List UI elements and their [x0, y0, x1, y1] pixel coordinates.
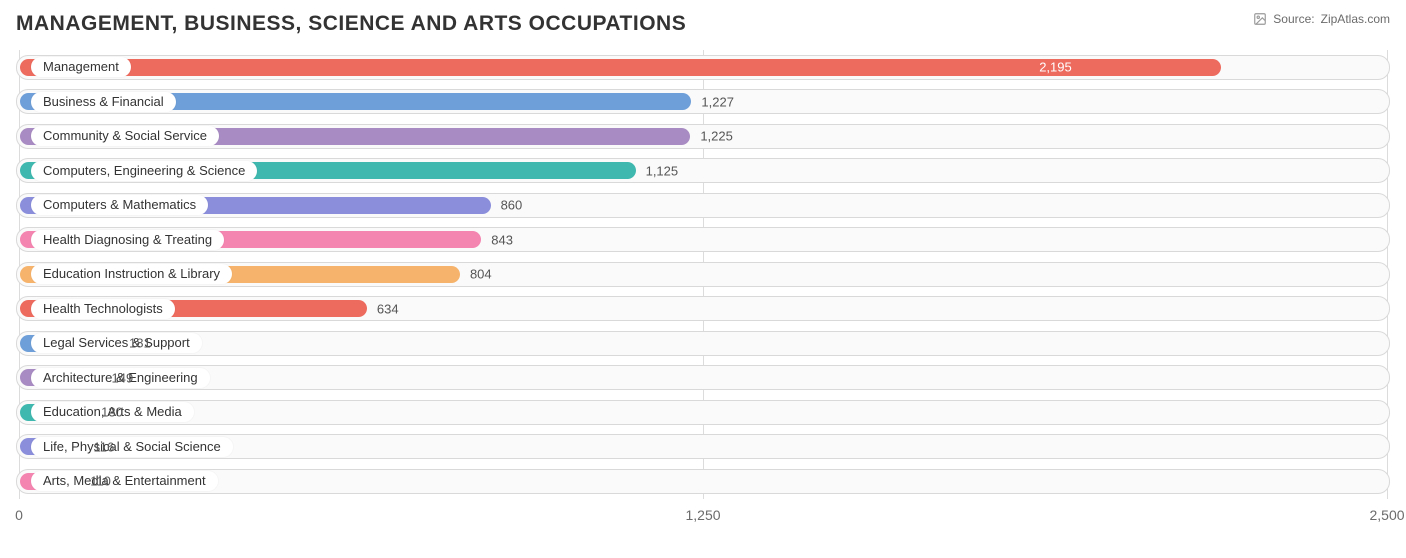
bar-value-label: 634	[377, 301, 399, 316]
bar-row: Business & Financial 1,227	[16, 85, 1390, 120]
bar-value-label: 149	[112, 370, 134, 385]
bar-row: Health Diagnosing & Treating 843	[16, 223, 1390, 258]
axis-tick: 0	[15, 507, 23, 523]
bar-track: Computers & Mathematics 860	[16, 193, 1390, 218]
bar-row: Community & Social Service 1,225	[16, 119, 1390, 154]
bar-value-label: 1,225	[700, 129, 733, 144]
axis-tick: 2,500	[1369, 507, 1404, 523]
image-icon	[1253, 12, 1267, 26]
bar-row: Education Instruction & Library 804	[16, 257, 1390, 292]
bar-category-pill: Health Diagnosing & Treating	[31, 230, 224, 250]
bar-value-label: 110	[90, 474, 111, 489]
bar-row: Health Technologists 634	[16, 292, 1390, 327]
bar-row: Architecture & Engineering149	[16, 361, 1390, 396]
source-attribution: Source: ZipAtlas.com	[1253, 12, 1390, 26]
bar-track: Architecture & Engineering149	[16, 365, 1390, 390]
bar-row: Life, Physical & Social Science116	[16, 430, 1390, 465]
bar-track: Community & Social Service 1,225	[16, 124, 1390, 149]
bar-track: Education, Arts & Media130	[16, 400, 1390, 425]
bar-row: Management 2,195	[16, 50, 1390, 85]
bar-row: Arts, Media & Entertainment110	[16, 464, 1390, 499]
bar-row: Legal Services & Support181	[16, 326, 1390, 361]
source-label: Source:	[1273, 12, 1314, 26]
bar-value-label: 116	[93, 439, 114, 454]
bar-row: Computers, Engineering & Science 1,125	[16, 154, 1390, 189]
bar-track: Management 2,195	[16, 55, 1390, 80]
bar-track: Legal Services & Support181	[16, 331, 1390, 356]
bar-value-label: 1,125	[646, 163, 679, 178]
bar-value-label: 804	[470, 267, 492, 282]
bars-container: Management 2,195 Business & Financial 1,227…	[16, 50, 1390, 499]
bar-value-label: 843	[491, 232, 513, 247]
bar-track: Arts, Media & Entertainment110	[16, 469, 1390, 494]
bar-category-pill: Computers, Engineering & Science	[31, 161, 257, 181]
bar-value-label: 860	[501, 198, 523, 213]
bar-track: Life, Physical & Social Science116	[16, 434, 1390, 459]
axis-tick: 1,250	[685, 507, 720, 523]
chart-area: Management 2,195 Business & Financial 1,227…	[16, 50, 1390, 549]
chart-header: MANAGEMENT, BUSINESS, SCIENCE AND ARTS O…	[16, 12, 1390, 36]
bar-category-pill: Management	[31, 57, 131, 77]
x-axis: 01,2502,500	[16, 499, 1390, 549]
bar-category-pill: Legal Services & Support	[31, 333, 202, 353]
bar-value-label: 181	[129, 336, 151, 351]
bar-track: Business & Financial 1,227	[16, 89, 1390, 114]
bar-value-label: 2,195	[1039, 60, 1207, 75]
bar-row: Education, Arts & Media130	[16, 395, 1390, 430]
bar-value-label: 130	[101, 405, 123, 420]
bar-category-pill: Health Technologists	[31, 299, 175, 319]
bar-track: Health Technologists 634	[16, 296, 1390, 321]
bar-category-pill: Computers & Mathematics	[31, 195, 208, 215]
bar-category-pill: Community & Social Service	[31, 126, 219, 146]
bar-category-pill: Life, Physical & Social Science	[31, 437, 233, 457]
bar-row: Computers & Mathematics 860	[16, 188, 1390, 223]
bar-track: Health Diagnosing & Treating 843	[16, 227, 1390, 252]
bar-track: Education Instruction & Library 804	[16, 262, 1390, 287]
bar-category-pill: Arts, Media & Entertainment	[31, 471, 218, 491]
source-name: ZipAtlas.com	[1321, 12, 1390, 26]
bar-category-pill: Education Instruction & Library	[31, 264, 232, 284]
bar-track: Computers, Engineering & Science 1,125	[16, 158, 1390, 183]
bar-value-label: 1,227	[701, 94, 734, 109]
chart-title: MANAGEMENT, BUSINESS, SCIENCE AND ARTS O…	[16, 12, 686, 36]
bar-category-pill: Business & Financial	[31, 92, 176, 112]
